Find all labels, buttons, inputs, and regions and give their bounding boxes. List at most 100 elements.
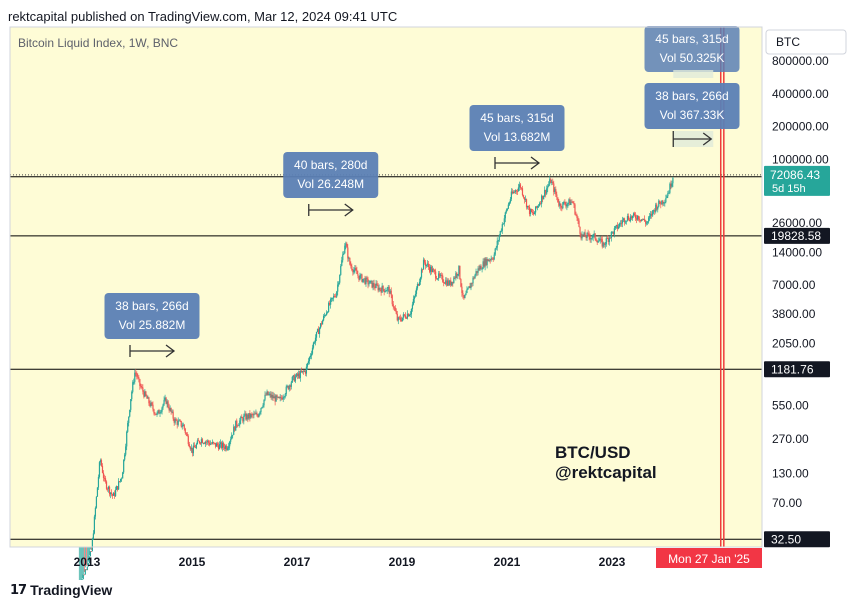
candle-body [176, 420, 178, 425]
candle-body [207, 440, 210, 443]
candle-body [439, 273, 441, 276]
candle-body [412, 298, 415, 305]
candle-body [418, 281, 421, 286]
candle [528, 204, 531, 217]
candle-body [560, 203, 562, 208]
candle-body [288, 385, 290, 390]
candle-body [578, 220, 580, 227]
candle [196, 438, 198, 445]
date-marker-label[interactable]: Mon 27 Jan '25 [656, 548, 762, 568]
candle-body [671, 183, 673, 187]
candle-body [127, 422, 129, 432]
candle-body [441, 275, 443, 276]
callout-vol-label: Vol 13.682M [484, 130, 551, 144]
candle [172, 409, 174, 421]
candle [282, 394, 284, 402]
btc-log-chart[interactable]: 38 bars, 266d Vol 25.882M 40 bars, 280d Vol… [0, 0, 860, 580]
candle [118, 478, 120, 490]
candle [612, 231, 614, 236]
candle [92, 530, 94, 540]
candle [655, 202, 657, 214]
cycle-callout[interactable]: 38 bars, 266d Vol 367.33K [644, 83, 740, 129]
candle [477, 266, 479, 276]
candle-body [641, 219, 643, 221]
symbol-box[interactable] [765, 29, 847, 55]
cycle-callout[interactable]: 40 bars, 280d Vol 26.248M [283, 152, 379, 217]
candle [361, 273, 363, 283]
candle-body [226, 445, 228, 450]
candle-body [389, 290, 391, 294]
candle [200, 437, 203, 447]
candle-body [231, 435, 233, 440]
candle [530, 208, 533, 213]
footer-brand[interactable]: 17 TradingView [10, 582, 112, 598]
candle-body [630, 216, 633, 219]
candle [454, 275, 456, 280]
candle [344, 243, 346, 254]
candle [389, 288, 391, 294]
candle-body [549, 179, 551, 185]
candle-body [557, 197, 559, 203]
candle [290, 380, 292, 390]
candle [439, 271, 441, 278]
candle [632, 212, 635, 218]
candle [96, 487, 99, 497]
candle [273, 392, 275, 399]
candle-body [416, 284, 419, 289]
candle-body [447, 280, 449, 286]
candle-body [349, 258, 351, 265]
candle [419, 276, 422, 285]
cycle-callout[interactable]: 38 bars, 266d Vol 25.882M [104, 293, 200, 358]
candle-body [241, 416, 243, 419]
candle [660, 201, 662, 209]
candle-body [387, 287, 389, 288]
candle-body [543, 195, 545, 200]
candle [575, 211, 577, 217]
candle [91, 537, 93, 552]
candle-body [131, 391, 133, 400]
cycle-callout[interactable]: 45 bars, 315d Vol 50.325K [644, 26, 740, 72]
candle [97, 474, 100, 490]
candle-body [449, 280, 451, 285]
candle-body [548, 184, 550, 187]
candle-body [553, 183, 555, 192]
candle [259, 410, 261, 416]
candle-body [551, 181, 553, 183]
candle [517, 183, 520, 192]
candle-body [497, 240, 499, 242]
candle-body [274, 396, 276, 402]
candle [672, 176, 674, 188]
candle-body [234, 426, 236, 431]
date-label-text: Mon 27 Jan '25 [668, 552, 750, 566]
candle-body [345, 243, 347, 246]
candle-body [444, 283, 446, 284]
candle-body [490, 258, 492, 261]
candle-body [574, 204, 576, 215]
range-arrow-head [344, 203, 354, 217]
candle [444, 281, 446, 284]
cycle-callout[interactable]: 45 bars, 315d Vol 13.682M [469, 105, 565, 170]
candle-body [579, 226, 581, 234]
candle [252, 413, 254, 419]
candle [461, 283, 463, 297]
candle [166, 399, 168, 408]
candle [148, 396, 150, 406]
candle [81, 547, 83, 580]
candle-body [586, 233, 588, 238]
candle [637, 215, 640, 222]
candle [244, 410, 246, 417]
candle [367, 276, 369, 289]
candle [302, 369, 304, 375]
candle-body [104, 478, 107, 482]
candle [468, 285, 470, 289]
candle-body [567, 202, 569, 205]
candle-body [151, 402, 153, 405]
candle-body [117, 486, 119, 490]
candle-body [313, 342, 316, 344]
candle-body [105, 481, 108, 489]
candle [255, 409, 257, 415]
candle [235, 420, 237, 431]
candle [156, 411, 158, 417]
candle [611, 231, 613, 234]
candle-body [611, 231, 613, 233]
